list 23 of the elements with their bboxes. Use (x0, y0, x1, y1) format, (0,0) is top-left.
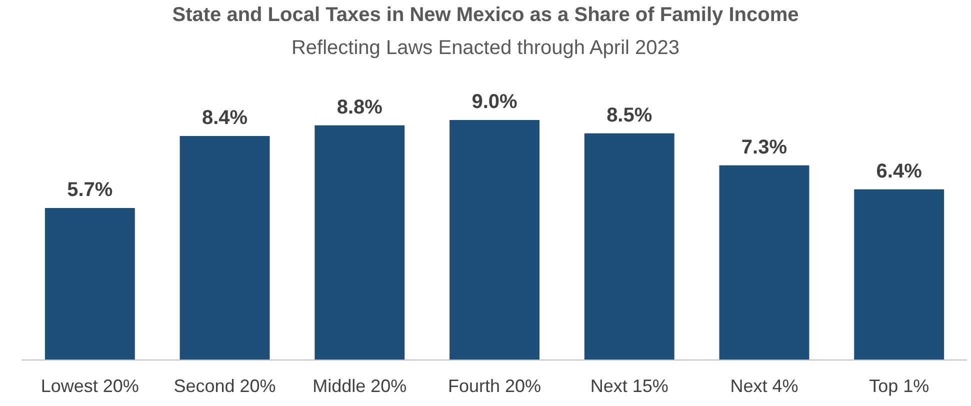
data-label: 8.5% (606, 104, 652, 126)
bar (314, 125, 405, 360)
bar (854, 189, 944, 360)
bar (450, 120, 540, 360)
data-label: 8.4% (202, 107, 248, 129)
bar (44, 208, 135, 360)
data-label: 8.8% (336, 96, 383, 118)
x-tick-label: Top 1% (869, 376, 930, 396)
x-tick-label: Next 15% (590, 376, 668, 396)
x-tick-label: Next 4% (730, 376, 798, 396)
bar (584, 133, 674, 360)
bar (180, 136, 270, 360)
data-label: 9.0% (472, 91, 518, 113)
data-label: 6.4% (876, 160, 922, 182)
chart-subtitle: Reflecting Laws Enacted through April 2023 (291, 37, 680, 59)
x-tick-label: Lowest 20% (40, 376, 139, 396)
chart-title: State and Local Taxes in New Mexico as a Share of Family Income (172, 4, 799, 26)
data-label: 7.3% (741, 136, 788, 158)
bar (719, 165, 810, 360)
x-tick-label: Middle 20% (312, 376, 407, 396)
x-tick-label: Second 20% (174, 376, 276, 396)
data-label: 5.7% (67, 179, 113, 201)
x-tick-label: Fourth 20% (448, 376, 542, 396)
